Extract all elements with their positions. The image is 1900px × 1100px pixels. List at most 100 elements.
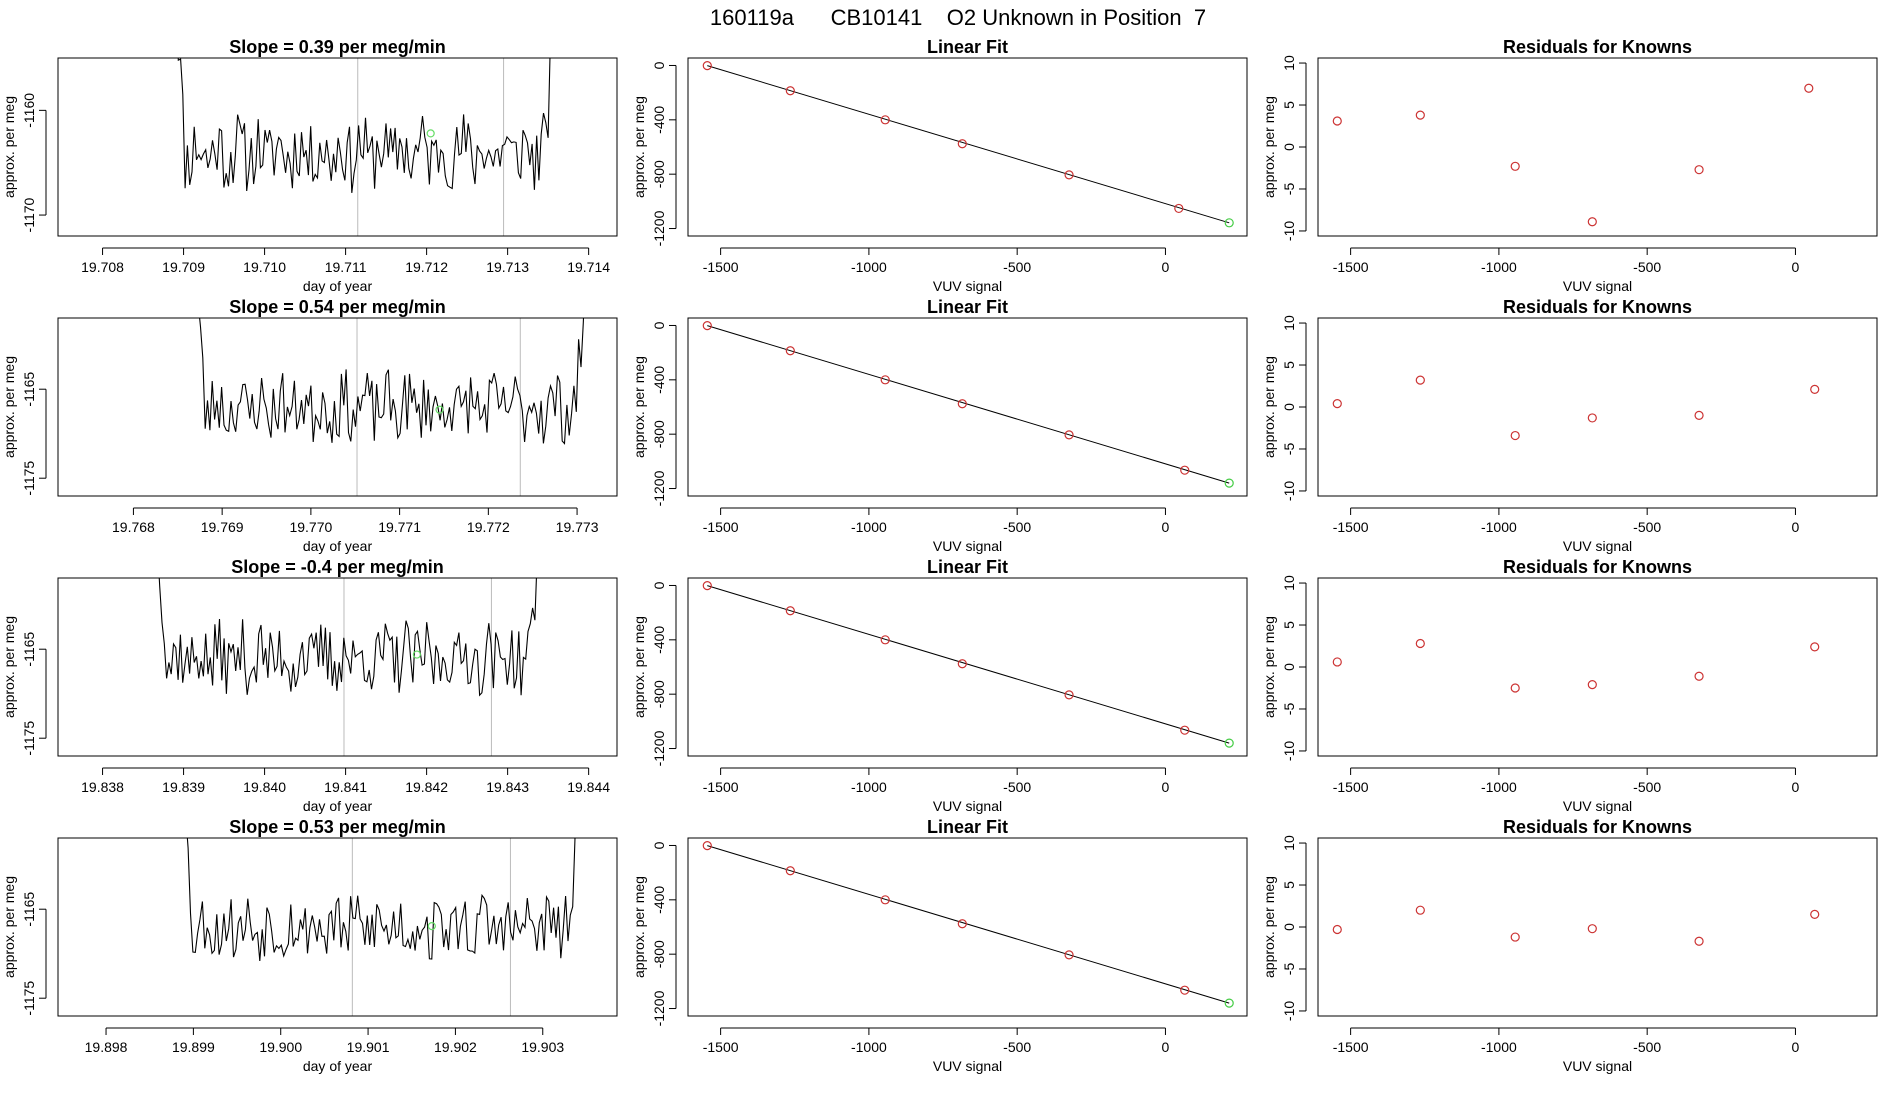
x-tick-label: -1000 xyxy=(1481,519,1517,535)
x-axis-label: VUV signal xyxy=(1563,798,1632,814)
current-point xyxy=(427,922,436,931)
x-tick-label: 19.840 xyxy=(243,779,286,795)
known-point xyxy=(785,606,795,616)
residual-point xyxy=(1694,410,1704,420)
x-axis-label: VUV signal xyxy=(933,1058,1002,1074)
plot-area xyxy=(702,61,1234,228)
x-axis-label: day of year xyxy=(303,278,373,294)
plot-frame xyxy=(1317,577,1878,757)
y-tick-label: 10 xyxy=(1281,55,1297,71)
known-point xyxy=(1174,203,1184,214)
y-tick-label: -1200 xyxy=(651,210,667,246)
panel-title: Residuals for Knowns xyxy=(1503,817,1692,837)
x-tick-label: 19.900 xyxy=(259,1039,302,1055)
y-axis-label: approx. per meg xyxy=(1261,96,1277,198)
panel-title: Slope = -0.4 per meg/min xyxy=(231,557,444,577)
y-tick-label: -400 xyxy=(651,626,667,654)
plot-frame xyxy=(1317,837,1878,1017)
residual-point xyxy=(1587,217,1597,227)
figure-title: 160119a CB10141 O2 Unknown in Position 7 xyxy=(710,5,1206,30)
residual-point xyxy=(1587,413,1597,423)
x-tick-label: -500 xyxy=(1633,1039,1661,1055)
residual-point xyxy=(1332,116,1342,126)
y-tick-label: -1200 xyxy=(651,990,667,1026)
y-tick-label: 0 xyxy=(1281,143,1297,151)
y-tick-label: -1165 xyxy=(21,632,37,667)
panel-trace-4: Slope = 0.53 per meg/min day of year appro… xyxy=(1,817,618,1074)
y-tick-label: 0 xyxy=(651,581,667,589)
known-point xyxy=(702,841,712,851)
x-tick-label: -1500 xyxy=(1333,1039,1369,1055)
plot-area xyxy=(1332,638,1820,693)
panel-residuals-4: Residuals for Knowns VUV signal approx. pe… xyxy=(1261,817,1878,1074)
residual-point xyxy=(1332,657,1342,667)
residual-point xyxy=(1510,683,1520,693)
plot-area xyxy=(158,578,537,756)
y-tick-label: -1200 xyxy=(651,730,667,766)
plot-frame xyxy=(57,317,618,497)
unknown-point xyxy=(1224,738,1234,748)
x-axis-label: VUV signal xyxy=(933,798,1002,814)
trace-line xyxy=(177,58,551,193)
x-tick-label: -1000 xyxy=(851,519,887,535)
residual-point xyxy=(1332,924,1342,935)
residual-point xyxy=(1415,905,1425,915)
residual-point xyxy=(1694,671,1704,681)
residual-point xyxy=(1415,638,1425,649)
panel-title: Slope = 0.39 per meg/min xyxy=(229,37,446,57)
y-axis-label: approx. per meg xyxy=(631,96,647,198)
current-point xyxy=(426,129,435,138)
residual-point xyxy=(1587,924,1597,934)
x-tick-label: 19.844 xyxy=(567,779,610,795)
panel-trace-1: Slope = 0.39 per meg/min day of year appro… xyxy=(1,37,618,294)
x-tick-label: 0 xyxy=(1792,519,1800,535)
known-point xyxy=(880,115,890,125)
y-tick-label: -10 xyxy=(1281,1001,1297,1021)
residual-point xyxy=(1510,161,1520,171)
x-tick-label: -500 xyxy=(1633,779,1661,795)
x-tick-label: 19.708 xyxy=(81,259,124,275)
y-tick-label: 10 xyxy=(1281,315,1297,331)
y-tick-label: -10 xyxy=(1281,221,1297,241)
x-tick-label: -500 xyxy=(1003,259,1031,275)
x-axis-label: day of year xyxy=(303,538,373,554)
known-point xyxy=(1180,985,1190,995)
y-tick-label: -10 xyxy=(1281,741,1297,761)
x-tick-label: 0 xyxy=(1162,1039,1170,1055)
y-tick-label: 0 xyxy=(1281,923,1297,931)
y-tick-label: -1200 xyxy=(651,470,667,506)
known-point xyxy=(1064,690,1074,700)
known-point xyxy=(702,581,712,591)
current-point xyxy=(412,650,421,659)
panel-title: Linear Fit xyxy=(927,557,1008,577)
known-point xyxy=(785,86,795,96)
x-tick-label: 0 xyxy=(1162,519,1170,535)
x-axis-label: VUV signal xyxy=(933,278,1002,294)
plot-frame xyxy=(57,57,618,237)
x-tick-label: -1000 xyxy=(1481,259,1517,275)
x-tick-label: -1500 xyxy=(1333,519,1369,535)
residual-point xyxy=(1804,83,1814,93)
y-tick-label: -1160 xyxy=(21,93,37,128)
panel-trace-2: Slope = 0.54 per meg/min day of year appro… xyxy=(1,297,618,554)
plot-frame xyxy=(687,577,1248,757)
residual-point xyxy=(1694,936,1704,946)
x-tick-label: 19.773 xyxy=(556,519,599,535)
panel-title: Residuals for Knowns xyxy=(1503,297,1692,317)
y-tick-label: 5 xyxy=(1281,621,1297,629)
residual-point xyxy=(1332,399,1342,409)
y-tick-label: 5 xyxy=(1281,101,1297,109)
plot-area xyxy=(702,581,1234,748)
y-tick-label: 0 xyxy=(651,841,667,849)
x-tick-label: 19.768 xyxy=(112,519,155,535)
known-point xyxy=(957,139,967,149)
y-tick-label: -5 xyxy=(1281,963,1297,976)
known-point xyxy=(1180,725,1190,735)
panel-title: Linear Fit xyxy=(927,817,1008,837)
x-tick-label: 0 xyxy=(1792,779,1800,795)
x-tick-label: 19.711 xyxy=(325,259,367,275)
residual-point xyxy=(1810,384,1820,394)
known-point xyxy=(785,346,795,356)
plot-frame xyxy=(1317,57,1878,237)
